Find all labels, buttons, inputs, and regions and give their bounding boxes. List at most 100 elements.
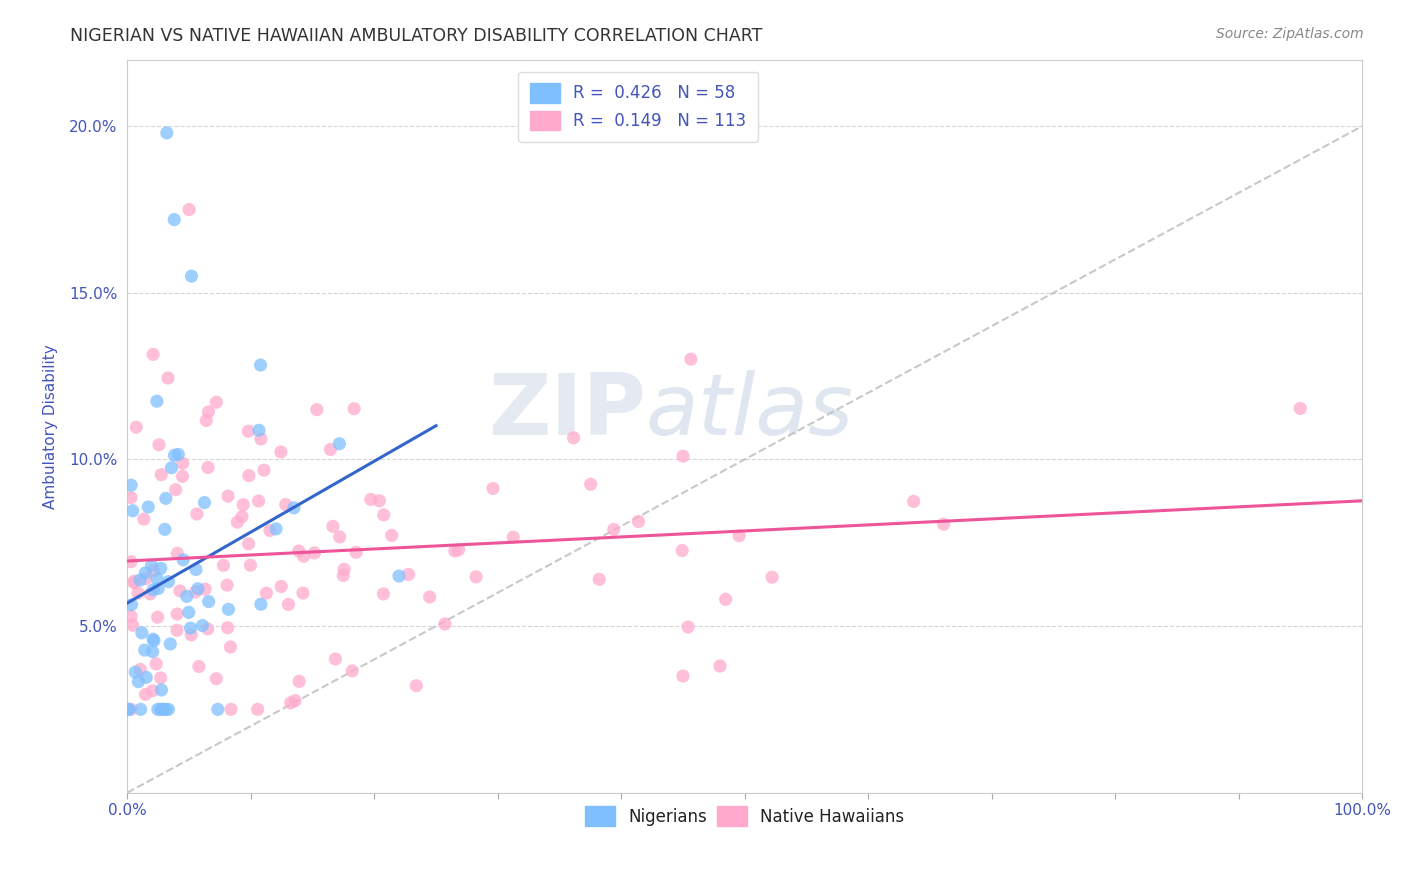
Point: [447, 542, 470, 557]
Point: [193, 495, 215, 509]
Point: [433, 616, 456, 631]
Point: [184, 585, 207, 599]
Point: [187, 659, 209, 673]
Point: [187, 582, 209, 596]
Point: [342, 664, 364, 678]
Point: [127, 674, 149, 689]
Point: [329, 530, 352, 544]
Point: [157, 574, 180, 589]
Point: [219, 640, 242, 654]
Point: [141, 558, 163, 573]
Point: [156, 126, 179, 140]
Point: [259, 524, 281, 538]
Point: [150, 682, 173, 697]
Point: [254, 586, 277, 600]
Point: [129, 573, 152, 587]
Point: [709, 659, 731, 673]
Point: [344, 545, 367, 559]
Point: [118, 702, 141, 716]
Point: [172, 553, 194, 567]
Point: [277, 598, 299, 612]
Point: [117, 702, 139, 716]
Point: [149, 561, 172, 575]
Text: Source: ZipAtlas.com: Source: ZipAtlas.com: [1216, 27, 1364, 41]
Point: [672, 449, 695, 463]
Point: [197, 622, 219, 636]
Point: [157, 702, 180, 716]
Point: [136, 500, 159, 514]
Point: [120, 555, 142, 569]
Point: [142, 564, 165, 578]
Point: [142, 632, 165, 647]
Point: [231, 509, 253, 524]
Point: [250, 597, 273, 611]
Point: [284, 694, 307, 708]
Point: [152, 702, 174, 716]
Point: [120, 609, 142, 624]
Point: [167, 447, 190, 461]
Point: [186, 507, 208, 521]
Point: [197, 405, 219, 419]
Point: [238, 468, 260, 483]
Point: [142, 347, 165, 361]
Point: [398, 567, 420, 582]
Point: [264, 522, 287, 536]
Point: [141, 683, 163, 698]
Point: [671, 543, 693, 558]
Point: [146, 394, 169, 409]
Point: [150, 702, 173, 716]
Point: [139, 587, 162, 601]
Point: [444, 544, 467, 558]
Point: [249, 358, 271, 372]
Point: [332, 568, 354, 582]
Text: ZIP: ZIP: [488, 370, 645, 453]
Point: [373, 587, 395, 601]
Point: [195, 413, 218, 427]
Point: [676, 620, 699, 634]
Text: NIGERIAN VS NATIVE HAWAIIAN AMBULATORY DISABILITY CORRELATION CHART: NIGERIAN VS NATIVE HAWAIIAN AMBULATORY D…: [70, 27, 762, 45]
Point: [121, 598, 143, 612]
Point: [627, 515, 650, 529]
Point: [215, 578, 238, 592]
Point: [197, 594, 219, 608]
Point: [238, 424, 260, 438]
Point: [146, 702, 169, 716]
Point: [194, 582, 217, 596]
Point: [217, 602, 239, 616]
Point: [166, 624, 188, 638]
Point: [368, 493, 391, 508]
Point: [562, 431, 585, 445]
Point: [159, 637, 181, 651]
Point: [163, 212, 186, 227]
Point: [176, 590, 198, 604]
Point: [165, 483, 187, 497]
Point: [728, 529, 751, 543]
Point: [239, 558, 262, 573]
Point: [177, 202, 200, 217]
Point: [149, 702, 172, 716]
Point: [328, 436, 350, 450]
Point: [291, 586, 314, 600]
Point: [325, 652, 347, 666]
Point: [134, 643, 156, 657]
Point: [205, 672, 228, 686]
Point: [121, 504, 143, 518]
Point: [134, 687, 156, 701]
Point: [903, 494, 925, 508]
Point: [184, 563, 207, 577]
Point: [274, 498, 297, 512]
Point: [146, 572, 169, 586]
Point: [120, 702, 142, 716]
Point: [280, 696, 302, 710]
Point: [253, 463, 276, 477]
Point: [160, 460, 183, 475]
Point: [679, 352, 702, 367]
Point: [121, 618, 143, 632]
Point: [172, 456, 194, 470]
Point: [177, 606, 200, 620]
Point: [124, 665, 146, 679]
Point: [226, 515, 249, 529]
Point: [246, 702, 269, 716]
Point: [288, 674, 311, 689]
Point: [180, 269, 202, 284]
